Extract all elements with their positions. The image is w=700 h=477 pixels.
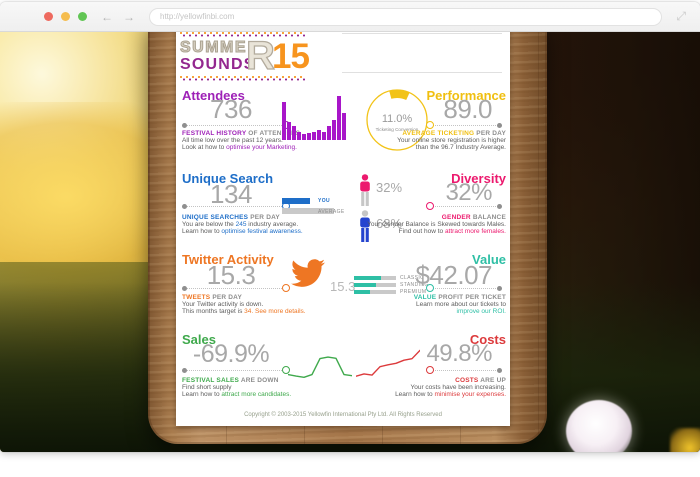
diversity-title: Diversity bbox=[451, 171, 506, 186]
performance-desc-2: than the 96.7 Industry Average. bbox=[415, 144, 506, 151]
sales-line bbox=[288, 356, 352, 378]
unique-search-link[interactable]: optimise festival awareness. bbox=[221, 228, 303, 235]
value-slider bbox=[426, 284, 502, 292]
costs-title: Costs bbox=[469, 332, 506, 347]
gauge-value: 11.0% bbox=[382, 113, 413, 125]
unique-search-value: 134 bbox=[210, 179, 252, 209]
twitter-slider bbox=[182, 284, 290, 292]
value-title: Value bbox=[472, 252, 506, 267]
fullscreen-icon[interactable]: ⤢ bbox=[676, 9, 686, 23]
costs-tag: COSTS ARE UP bbox=[455, 377, 506, 384]
ticket-bar-premium: PREMIUM bbox=[354, 289, 426, 295]
average-label: AVERAGE bbox=[318, 209, 345, 215]
costs-desc: Your costs have been increasing. bbox=[410, 384, 506, 391]
ticketing-conversion-gauge: 11.0% Ticketing Conversion bbox=[366, 89, 428, 151]
diversity-value: 32% bbox=[445, 179, 492, 206]
twitter-bird-icon bbox=[291, 259, 325, 287]
unique-search-desc: You are below the 245 industry average. bbox=[182, 221, 299, 228]
twitter-desc-2: This months target is 34. See more detai… bbox=[182, 308, 306, 315]
costs-value: 49.8% bbox=[426, 340, 492, 367]
sales-desc: Find short supply bbox=[182, 384, 232, 391]
maximize-button[interactable] bbox=[78, 12, 87, 21]
unique-search-slider bbox=[182, 202, 290, 210]
costs-line bbox=[356, 349, 420, 377]
value-tag: VALUE PROFIT PER TICKET bbox=[413, 294, 506, 301]
clover-flower bbox=[566, 400, 632, 452]
female-icon bbox=[360, 174, 370, 206]
attendees-bar-chart bbox=[282, 96, 346, 140]
sales-value: -69.9% bbox=[192, 340, 270, 368]
sales-slider bbox=[182, 366, 290, 374]
male-icon bbox=[360, 210, 370, 242]
logo-dots-bottom bbox=[180, 76, 306, 81]
costs-slider bbox=[426, 366, 502, 374]
logo-word-sounds: SOUNDS bbox=[180, 56, 256, 73]
attendees-desc-2: Look at how to optimise your Marketing. bbox=[182, 144, 297, 151]
average-bar bbox=[282, 208, 334, 214]
dashboard-card: SUMME SOUNDS R 15 Attendees 736 FESTIVAL… bbox=[176, 32, 510, 426]
attendees-desc: All time low over the past 12 years. bbox=[182, 137, 283, 144]
performance-tag: AVERAGE TICKETING PER DAY bbox=[402, 130, 506, 137]
diversity-tag: GENDER BALANCE bbox=[441, 214, 506, 221]
sales-link[interactable]: attract more candidates. bbox=[221, 391, 292, 398]
twitter-title: Twitter Activity bbox=[182, 252, 274, 267]
performance-value: 89.0 bbox=[443, 94, 492, 124]
url-bar[interactable]: http://yellowfinbi.com bbox=[149, 7, 663, 26]
logo-rule-bottom bbox=[342, 72, 502, 73]
you-bar bbox=[282, 198, 310, 204]
attendees-title: Attendees bbox=[182, 88, 245, 103]
ticket-bar-standing: STANDING bbox=[354, 282, 429, 288]
attendees-tag: FESTIVAL HISTORY OF ATTENDEES bbox=[182, 130, 301, 137]
value-link[interactable]: improve our ROI. bbox=[456, 308, 507, 315]
gauge-label: Ticketing Conversion bbox=[376, 127, 419, 132]
twitter-tag: TWEETS PER DAY bbox=[182, 294, 243, 301]
ticket-bar-classic: CLASSIC bbox=[354, 275, 424, 281]
sales-tag: FESTIVAL SALES ARE DOWN bbox=[182, 377, 279, 384]
diversity-desc-2: Find out how to attract more females. bbox=[398, 228, 506, 235]
back-icon[interactable]: ← bbox=[101, 9, 113, 24]
diversity-desc: Your Gender Balance is Skewed towards Ma… bbox=[367, 221, 506, 228]
browser-window: ← → http://yellowfinbi.com ⤢ SUMME SOUND… bbox=[0, 2, 700, 452]
female-percent: 32% bbox=[376, 180, 403, 195]
costs-link[interactable]: minimise your expenses. bbox=[434, 391, 506, 398]
logo-word-summer: SUMME bbox=[179, 39, 248, 56]
you-label: YOU bbox=[318, 198, 331, 204]
unique-search-title: Unique Search bbox=[182, 171, 274, 186]
value-desc: Learn more about our tickets to bbox=[416, 301, 506, 308]
twitter-desc: Your Twitter activity is down. bbox=[182, 301, 264, 308]
logo-rule-top bbox=[342, 33, 502, 34]
page-content: SUMME SOUNDS R 15 Attendees 736 FESTIVAL… bbox=[0, 32, 700, 452]
value-value: $42.07 bbox=[415, 260, 492, 290]
unique-search-tag: UNIQUE SEARCHES PER DAY bbox=[182, 214, 280, 221]
logo-letter-r: R bbox=[245, 34, 275, 78]
copyright-text: Copyright © 2003-2015 Yellowfin Internat… bbox=[244, 412, 442, 418]
twitter-icon-value: 15.3 bbox=[330, 279, 356, 294]
logo-year: 15 bbox=[272, 37, 310, 76]
performance-slider bbox=[426, 121, 502, 129]
value-desc-2: improve our ROI. bbox=[354, 308, 507, 316]
attendees-value: 736 bbox=[210, 94, 252, 124]
yellow-flower bbox=[670, 428, 700, 452]
forward-icon[interactable]: → bbox=[123, 9, 135, 24]
performance-desc: Your online store registration is higher bbox=[397, 137, 506, 144]
unique-search-desc-2: Learn how to optimise festival awareness… bbox=[182, 228, 303, 235]
minimize-button[interactable] bbox=[61, 12, 70, 21]
twitter-value: 15.3 bbox=[206, 260, 256, 290]
logo-dots-top bbox=[180, 32, 306, 37]
male-percent: 68% bbox=[376, 216, 403, 231]
twitter-link[interactable]: See more details. bbox=[255, 308, 306, 315]
sales-desc-2: Learn how to attract more candidates. bbox=[182, 391, 292, 398]
sales-title: Sales bbox=[182, 332, 216, 347]
attendees-link[interactable]: optimise your Marketing. bbox=[226, 144, 297, 151]
performance-title: Performance bbox=[426, 88, 506, 103]
costs-desc-2: Learn how to minimise your expenses. bbox=[395, 391, 506, 398]
close-button[interactable] bbox=[44, 12, 53, 21]
attendees-slider bbox=[182, 121, 290, 129]
diversity-link[interactable]: attract more females. bbox=[444, 228, 506, 235]
browser-chrome: ← → http://yellowfinbi.com ⤢ bbox=[0, 2, 700, 32]
diversity-slider bbox=[426, 202, 502, 210]
